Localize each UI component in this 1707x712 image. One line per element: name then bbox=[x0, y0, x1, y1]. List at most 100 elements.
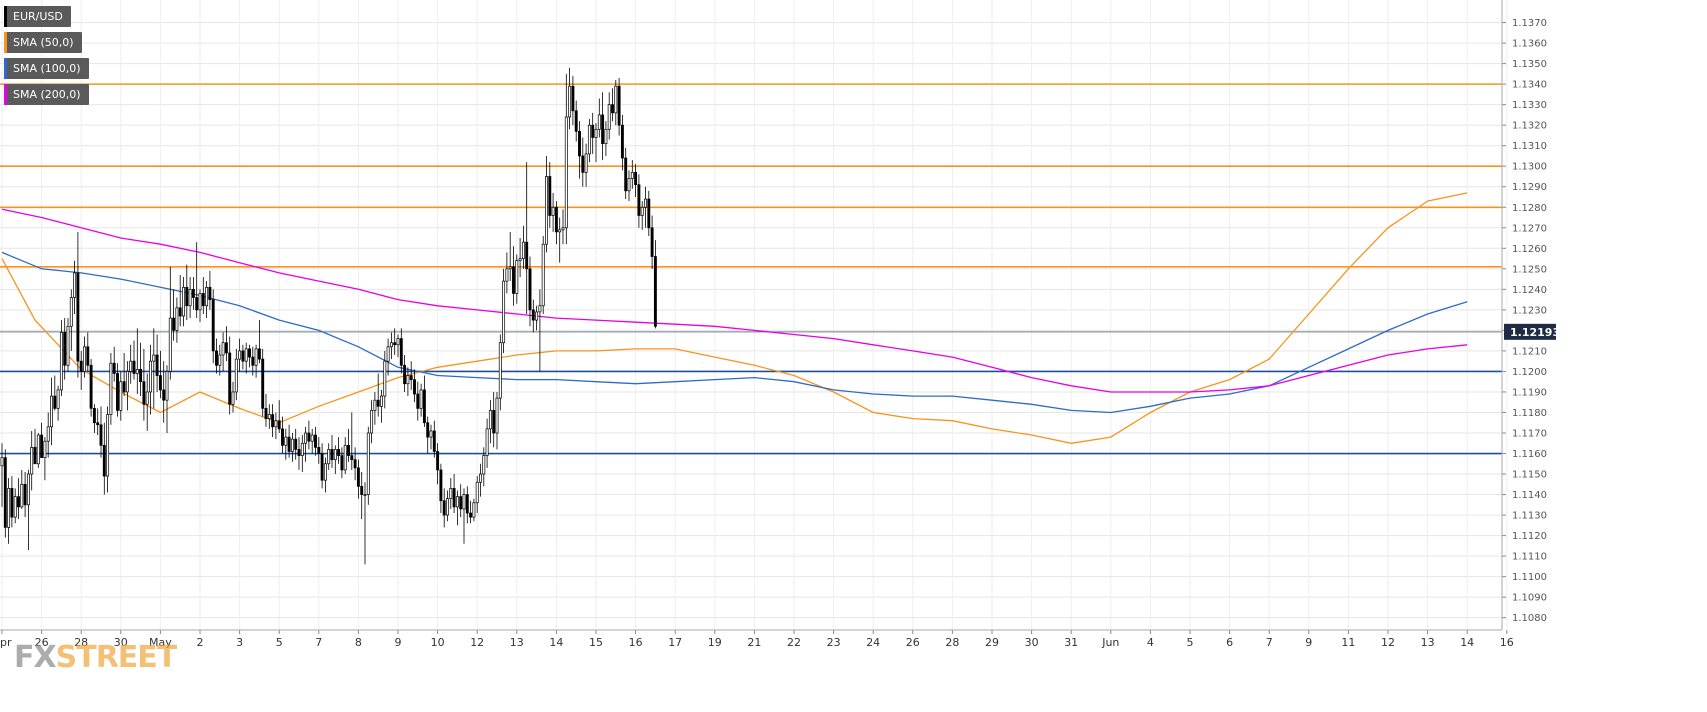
y-tick-label: 1.1290 bbox=[1512, 182, 1547, 193]
candle-body bbox=[281, 428, 284, 446]
candle-body bbox=[224, 342, 228, 354]
y-tick-label: 1.1100 bbox=[1512, 572, 1547, 583]
candle-body bbox=[561, 227, 565, 231]
candle-body bbox=[234, 358, 238, 393]
candle-body bbox=[92, 408, 96, 424]
x-tick-label: 30 bbox=[114, 636, 128, 649]
y-tick-label: 1.1110 bbox=[1512, 552, 1547, 563]
candle-body bbox=[0, 457, 4, 467]
candle-body bbox=[505, 268, 509, 282]
x-tick-label: 13 bbox=[510, 636, 524, 649]
x-tick-label: 24 bbox=[866, 636, 880, 649]
legend-item-sma50: SMA (50,0) bbox=[4, 32, 82, 53]
candle-body bbox=[515, 260, 519, 294]
candle-body bbox=[558, 229, 562, 233]
x-tick-label: 12 bbox=[470, 636, 484, 649]
candle-body bbox=[129, 360, 133, 372]
x-tick-label: 16 bbox=[1500, 636, 1514, 649]
candle-body bbox=[541, 243, 545, 307]
candle-body bbox=[267, 414, 271, 419]
candle-body bbox=[102, 444, 106, 477]
candle-body bbox=[548, 176, 552, 216]
last-price-box bbox=[1504, 323, 1556, 340]
candle-body bbox=[330, 449, 334, 461]
candle-body bbox=[591, 124, 595, 138]
sma-line bbox=[1, 192, 1468, 444]
candle-body bbox=[469, 512, 473, 518]
candle-body bbox=[564, 116, 568, 229]
candle-body bbox=[59, 332, 63, 391]
candle-body bbox=[172, 317, 176, 331]
y-tick-label: 1.1260 bbox=[1512, 244, 1547, 255]
candle-body bbox=[465, 494, 469, 514]
horizontal-levels bbox=[0, 83, 1502, 455]
candle-body bbox=[508, 266, 512, 270]
candle-body bbox=[125, 371, 129, 393]
x-tick-label: May bbox=[149, 636, 172, 649]
candle-body bbox=[79, 360, 83, 372]
candle-body bbox=[112, 362, 116, 374]
candle-body bbox=[416, 393, 420, 409]
candle-body bbox=[231, 391, 235, 405]
candle-body bbox=[158, 375, 162, 391]
candle-body bbox=[155, 354, 159, 376]
logo-street: STREET bbox=[55, 640, 178, 675]
y-tick-label: 1.1190 bbox=[1512, 387, 1547, 398]
candle-body bbox=[413, 379, 416, 395]
legend-label: SMA (50,0) bbox=[13, 36, 74, 49]
y-tick-label: 1.1130 bbox=[1512, 511, 1547, 522]
candle-body bbox=[221, 342, 225, 356]
candle-body bbox=[69, 297, 73, 327]
candle-body bbox=[168, 317, 172, 372]
candle-body bbox=[396, 338, 400, 346]
candle-body bbox=[442, 500, 446, 516]
candle-body bbox=[50, 395, 53, 428]
candle-body bbox=[347, 444, 350, 456]
candle-body bbox=[380, 395, 383, 407]
y-tick-label: 1.1140 bbox=[1512, 490, 1547, 501]
candle-body bbox=[96, 422, 100, 426]
x-tick-label: Apr bbox=[0, 636, 12, 649]
candle-body bbox=[317, 447, 321, 454]
candle-body bbox=[175, 307, 179, 331]
candle-body bbox=[356, 467, 360, 487]
candle-body bbox=[3, 457, 7, 528]
legend-label: EUR/USD bbox=[13, 10, 63, 23]
fxstreet-logo: FXSTREET bbox=[14, 640, 178, 675]
candle-body bbox=[152, 354, 156, 362]
x-tick-label: 23 bbox=[827, 636, 841, 649]
candle-body bbox=[43, 440, 47, 458]
candle-body bbox=[116, 373, 119, 411]
candle-body bbox=[340, 455, 344, 471]
y-tick-label: 1.1280 bbox=[1512, 203, 1547, 214]
candle-body bbox=[640, 206, 644, 216]
candle-body bbox=[452, 488, 456, 508]
candle-body bbox=[13, 496, 17, 518]
candle-body bbox=[366, 432, 370, 495]
y-tick-label: 1.1200 bbox=[1512, 367, 1547, 378]
legend-swatch bbox=[4, 6, 7, 27]
candle-body bbox=[528, 268, 532, 311]
candle-body bbox=[320, 453, 324, 481]
candle-body bbox=[376, 399, 380, 407]
candle-body bbox=[119, 381, 123, 411]
y-tick-label: 1.1360 bbox=[1512, 39, 1547, 50]
candle-body bbox=[601, 114, 605, 144]
x-tick-label: 14 bbox=[549, 636, 563, 649]
sma-lines bbox=[1, 192, 1468, 444]
x-tick-label: 7 bbox=[315, 636, 322, 649]
candle-body bbox=[241, 350, 245, 362]
candle-body bbox=[277, 420, 281, 430]
candle-body bbox=[403, 364, 407, 385]
y-tick-label: 1.1320 bbox=[1512, 121, 1547, 132]
axes: 1.1080 1.1090 1.1100 1.1110 1.1120 1.1130 1.11… bbox=[0, 0, 1556, 649]
x-tick-label: 6 bbox=[1226, 636, 1233, 649]
candle-body bbox=[323, 463, 327, 481]
candle-body bbox=[162, 389, 166, 401]
sma-line bbox=[1, 251, 1468, 414]
candle-body bbox=[578, 130, 581, 157]
x-tick-label: 4 bbox=[1147, 636, 1154, 649]
candle-body bbox=[624, 157, 628, 192]
candle-body bbox=[455, 496, 459, 508]
y-tick-label: 1.1230 bbox=[1512, 305, 1547, 316]
